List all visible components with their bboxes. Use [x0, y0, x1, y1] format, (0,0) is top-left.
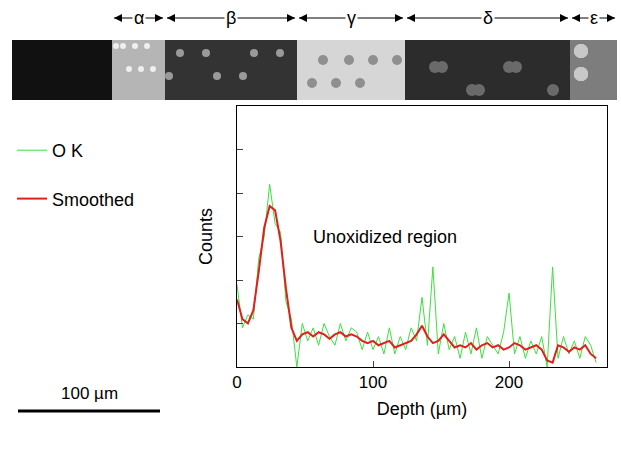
svg-text:β: β: [226, 8, 236, 28]
svg-text:Unoxidized region: Unoxidized region: [313, 227, 457, 247]
svg-text:ε: ε: [590, 8, 598, 28]
svg-text:α: α: [134, 8, 144, 28]
svg-text:Depth (µm): Depth (µm): [377, 399, 467, 419]
svg-text:200: 200: [495, 373, 523, 392]
svg-text:100 µm: 100 µm: [61, 384, 118, 403]
svg-text:0: 0: [232, 373, 241, 392]
svg-text:Smoothed: Smoothed: [52, 190, 134, 210]
svg-text:100: 100: [359, 373, 387, 392]
svg-text:O K: O K: [52, 141, 83, 161]
svg-text:γ: γ: [347, 8, 356, 28]
svg-text:Counts: Counts: [196, 208, 216, 265]
svg-text:δ: δ: [483, 8, 493, 28]
